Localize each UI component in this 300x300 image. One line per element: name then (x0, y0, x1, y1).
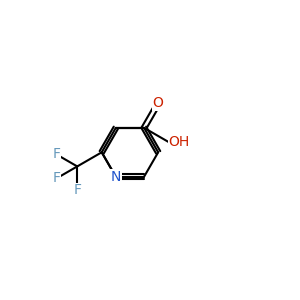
Text: F: F (52, 171, 61, 185)
Text: O: O (153, 96, 164, 110)
Text: F: F (73, 183, 81, 197)
Text: OH: OH (169, 135, 190, 149)
Text: N: N (111, 170, 121, 184)
Text: F: F (52, 147, 61, 161)
